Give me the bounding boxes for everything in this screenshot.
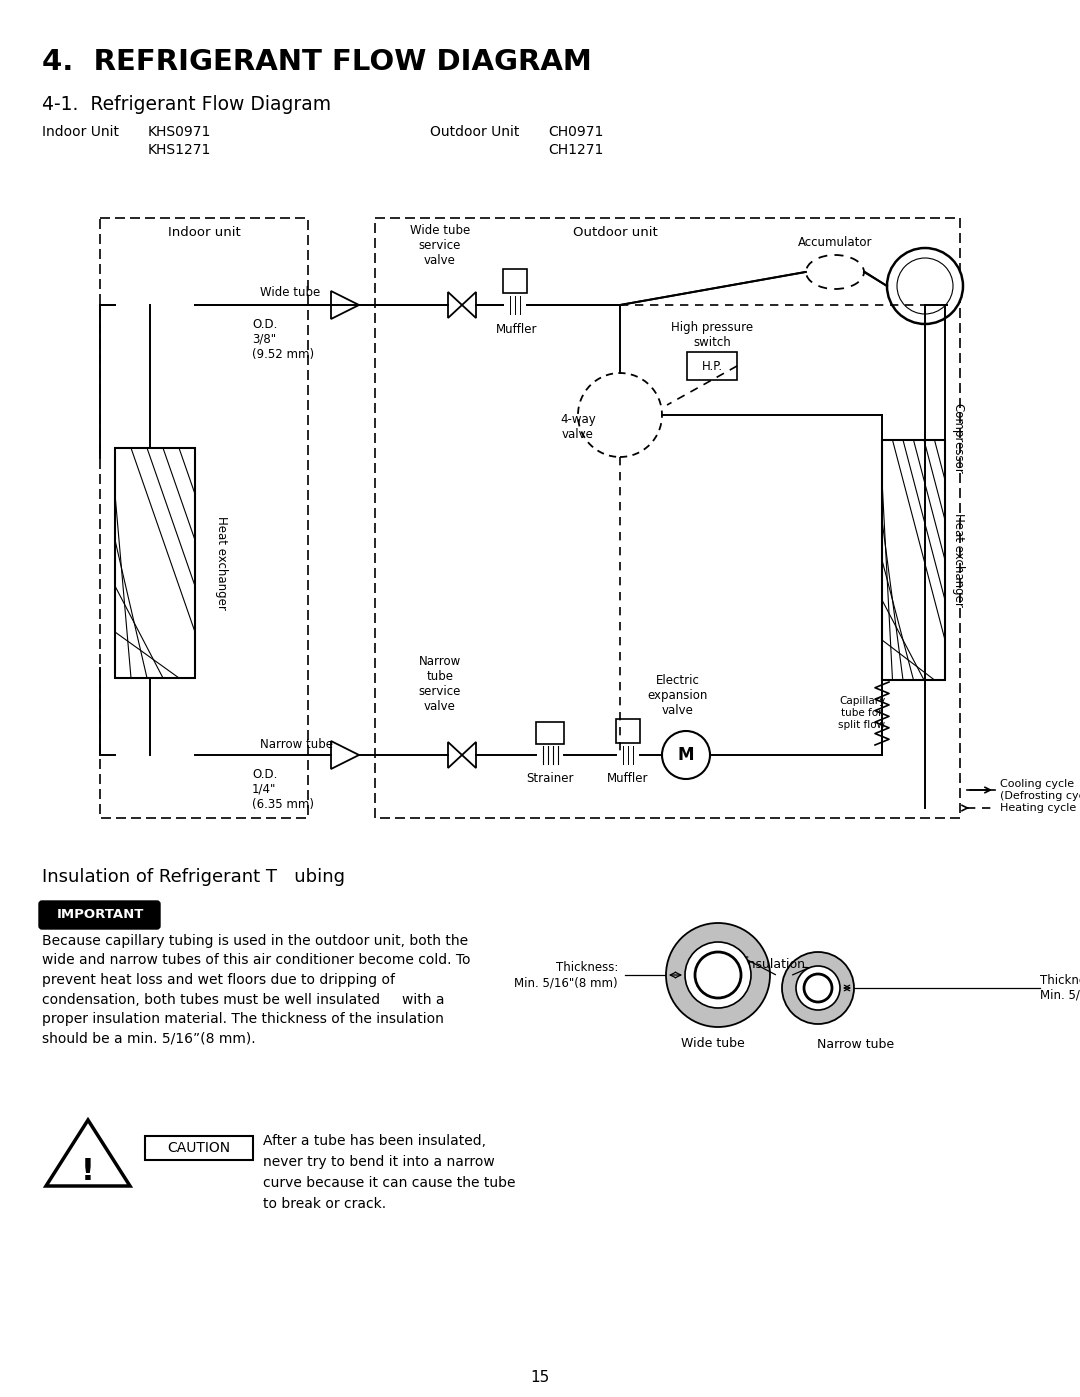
Text: Outdoor unit: Outdoor unit bbox=[572, 226, 658, 239]
Text: wide and narrow tubes of this air conditioner become cold. To: wide and narrow tubes of this air condit… bbox=[42, 954, 471, 968]
Text: Insulation of Refrigerant T   ubing: Insulation of Refrigerant T ubing bbox=[42, 868, 345, 886]
Text: High pressure
switch: High pressure switch bbox=[671, 321, 753, 349]
Text: proper insulation material. The thickness of the insulation: proper insulation material. The thicknes… bbox=[42, 1011, 444, 1025]
Text: Thickness:
Min. 5/16"(8 mm): Thickness: Min. 5/16"(8 mm) bbox=[514, 961, 618, 989]
Text: Capillary
tube for
split flow: Capillary tube for split flow bbox=[838, 696, 886, 729]
Text: 4.  REFRIGERANT FLOW DIAGRAM: 4. REFRIGERANT FLOW DIAGRAM bbox=[42, 47, 592, 75]
Bar bbox=[145, 1136, 253, 1160]
Circle shape bbox=[685, 942, 751, 1009]
Text: Muffler: Muffler bbox=[496, 323, 538, 337]
Circle shape bbox=[887, 249, 963, 324]
Text: M: M bbox=[678, 746, 694, 764]
Text: Insulation: Insulation bbox=[744, 958, 806, 971]
Text: Muffler: Muffler bbox=[607, 773, 649, 785]
Text: !: ! bbox=[81, 1158, 95, 1186]
Text: H.P.: H.P. bbox=[701, 359, 723, 373]
Text: Heat exchanger: Heat exchanger bbox=[215, 515, 228, 610]
Text: 4-way
valve: 4-way valve bbox=[561, 414, 596, 441]
Text: Cooling cycle
(Defrosting cycle): Cooling cycle (Defrosting cycle) bbox=[1000, 780, 1080, 800]
Text: 4-1.  Refrigerant Flow Diagram: 4-1. Refrigerant Flow Diagram bbox=[42, 95, 332, 115]
Text: Thickness:
Min. 5/16"(8 mm): Thickness: Min. 5/16"(8 mm) bbox=[1040, 974, 1080, 1002]
Ellipse shape bbox=[806, 256, 864, 289]
Circle shape bbox=[796, 965, 840, 1010]
Bar bbox=[687, 352, 737, 380]
Text: condensation, both tubes must be well insulated     with a: condensation, both tubes must be well in… bbox=[42, 992, 445, 1006]
Text: Compressor: Compressor bbox=[951, 402, 964, 474]
Text: CH0971: CH0971 bbox=[548, 124, 604, 138]
Text: curve because it can cause the tube: curve because it can cause the tube bbox=[264, 1176, 515, 1190]
Text: CH1271: CH1271 bbox=[548, 142, 604, 156]
Circle shape bbox=[578, 373, 662, 457]
Circle shape bbox=[662, 731, 710, 780]
Bar bbox=[882, 440, 945, 680]
Text: Wide tube: Wide tube bbox=[681, 1037, 745, 1051]
Text: KHS0971: KHS0971 bbox=[148, 124, 212, 138]
Text: Narrow tube: Narrow tube bbox=[260, 739, 333, 752]
Text: Wide tube: Wide tube bbox=[260, 286, 321, 299]
Text: Outdoor Unit: Outdoor Unit bbox=[430, 124, 519, 138]
Text: to break or crack.: to break or crack. bbox=[264, 1197, 387, 1211]
Text: IMPORTANT: IMPORTANT bbox=[56, 908, 144, 922]
Text: Narrow
tube
service
valve: Narrow tube service valve bbox=[419, 655, 461, 712]
Text: Indoor unit: Indoor unit bbox=[167, 226, 241, 239]
Text: Heating cycle: Heating cycle bbox=[1000, 803, 1077, 813]
Text: never try to bend it into a narrow: never try to bend it into a narrow bbox=[264, 1155, 495, 1169]
Text: Heat exchanger: Heat exchanger bbox=[951, 513, 966, 606]
Text: should be a min. 5/16”(8 mm).: should be a min. 5/16”(8 mm). bbox=[42, 1031, 256, 1045]
Text: Accumulator: Accumulator bbox=[798, 236, 873, 249]
Circle shape bbox=[782, 951, 854, 1024]
Circle shape bbox=[804, 974, 832, 1002]
Text: Electric
expansion
valve: Electric expansion valve bbox=[648, 673, 708, 717]
Text: Narrow tube: Narrow tube bbox=[818, 1038, 894, 1051]
Text: O.D.
1/4"
(6.35 mm): O.D. 1/4" (6.35 mm) bbox=[252, 768, 314, 812]
Text: After a tube has been insulated,: After a tube has been insulated, bbox=[264, 1134, 486, 1148]
Text: CAUTION: CAUTION bbox=[167, 1141, 230, 1155]
Bar bbox=[536, 722, 564, 745]
Text: O.D.
3/8"
(9.52 mm): O.D. 3/8" (9.52 mm) bbox=[252, 319, 314, 360]
Text: Strainer: Strainer bbox=[526, 773, 573, 785]
Bar bbox=[114, 448, 195, 678]
Circle shape bbox=[696, 951, 741, 997]
Text: 15: 15 bbox=[530, 1370, 550, 1386]
Circle shape bbox=[666, 923, 770, 1027]
FancyBboxPatch shape bbox=[39, 901, 160, 929]
Bar bbox=[503, 270, 527, 293]
Text: KHS1271: KHS1271 bbox=[148, 142, 212, 156]
Bar bbox=[616, 719, 640, 743]
Text: prevent heat loss and wet floors due to dripping of: prevent heat loss and wet floors due to … bbox=[42, 972, 395, 988]
Text: Wide tube
service
valve: Wide tube service valve bbox=[410, 224, 470, 267]
Text: Because capillary tubing is used in the outdoor unit, both the: Because capillary tubing is used in the … bbox=[42, 935, 468, 949]
Text: Indoor Unit: Indoor Unit bbox=[42, 124, 119, 138]
Polygon shape bbox=[46, 1120, 130, 1186]
